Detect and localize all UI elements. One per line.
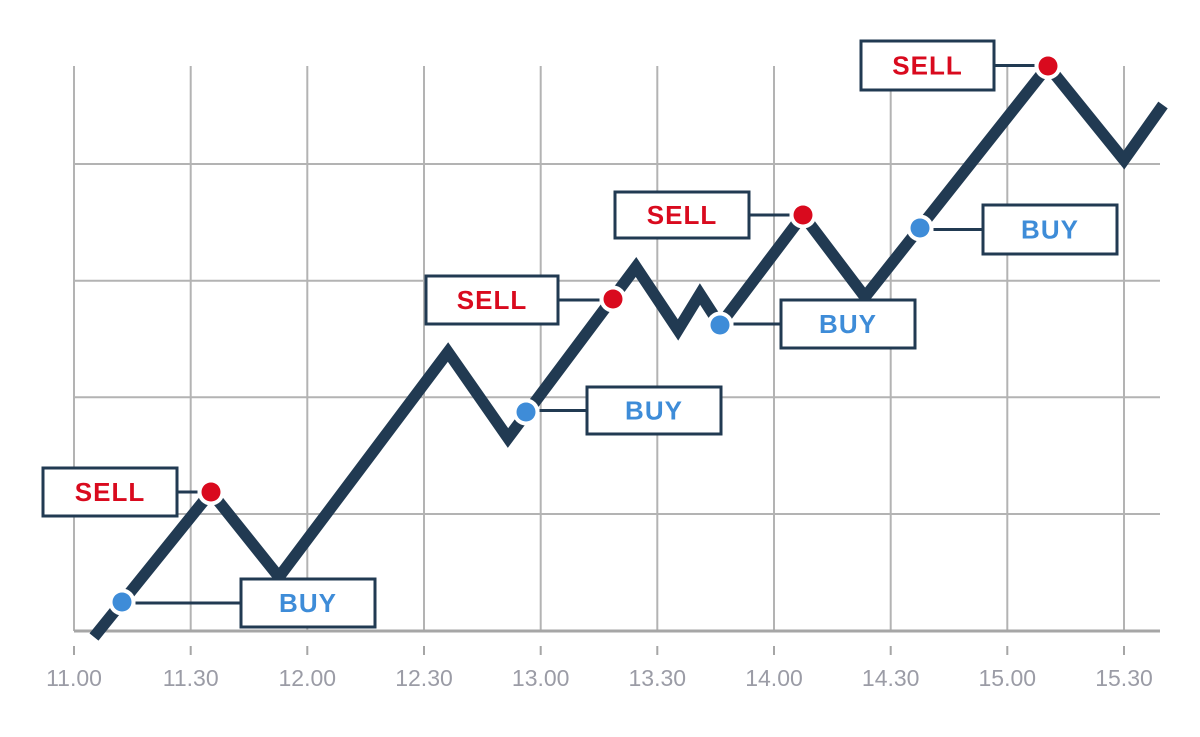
sell-signal-dot [603,289,623,309]
x-axis-tick-label: 12.00 [279,665,337,691]
buy-signal-dot [910,218,930,238]
x-axis-tick-label: 11.30 [163,665,219,691]
buy-signal-label: BUY [279,588,337,618]
buy-signal-box [585,385,723,436]
x-axis-tick-label: 13.00 [512,665,570,691]
sell-signal-box [424,274,560,326]
price-line [89,56,1168,641]
sell-signal-box [41,466,179,518]
buy-signal-box [779,298,917,350]
sell-signal-box [859,39,996,92]
buy-signal-box [239,577,377,629]
x-axis-tick-label: 15.30 [1095,665,1153,691]
buy-signal-dot [710,315,730,335]
buy-signal-label: BUY [1021,215,1079,245]
sell-signal-label: SELL [457,285,527,315]
buy-signal-label: BUY [625,396,683,426]
x-axis-tick-label: 12.30 [395,665,453,691]
x-axis-tick-label: 14.30 [862,665,920,691]
x-axis-tick-label: 14.00 [745,665,803,691]
sell-signal-label: SELL [75,477,145,507]
sell-signal-dot [793,205,813,225]
buy-signal-label: BUY [819,309,877,339]
sell-signal-label: SELL [892,51,962,81]
x-axis-tick-label: 11.00 [46,665,102,691]
buy-signal-dot [112,592,132,612]
sell-signal-dot [1038,56,1058,76]
sell-signal-label: SELL [647,200,717,230]
x-axis-tick-label: 15.00 [979,665,1037,691]
x-axis-tick-label: 13.30 [629,665,687,691]
buy-signal-box [981,203,1119,256]
sell-signal-box [613,190,751,240]
sell-signal-dot [201,482,221,502]
buy-signal-dot [516,402,536,422]
